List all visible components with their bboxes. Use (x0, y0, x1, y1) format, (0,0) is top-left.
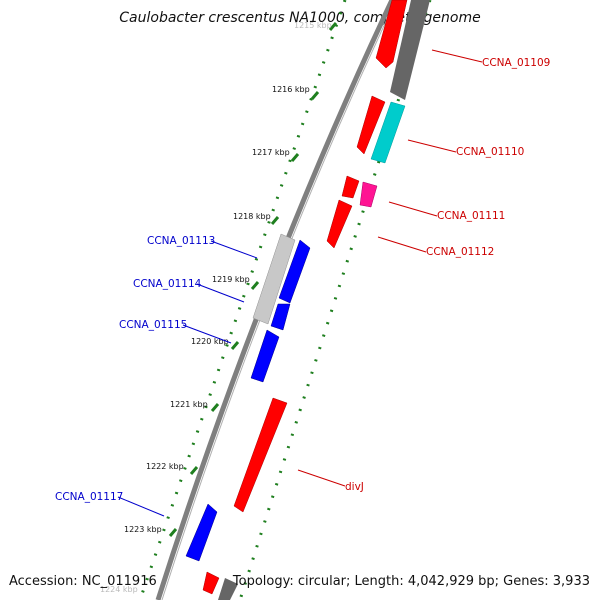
gene-label-divj: divJ (345, 481, 364, 493)
gene-label-ccna-01114: CCNA_01114 (133, 278, 202, 290)
gene-label-ccna-01117: CCNA_01117 (55, 491, 123, 503)
gene-cds-01111-pink (359, 181, 378, 208)
gene-cds-01110-cyan (370, 101, 406, 164)
accession-text: Accession: NC_011916 (9, 574, 157, 589)
ruler-track-outer (238, 0, 432, 600)
ruler-track-inner (138, 0, 347, 600)
gene-cds-divj-red (233, 397, 288, 513)
ruler-label-1215: 1215 kbp (294, 21, 332, 30)
gene-cds-01113-lightgray (252, 233, 296, 325)
gene-label-ccna-01113: CCNA_01113 (147, 235, 215, 247)
ruler-label-1220: 1220 kbp (191, 337, 229, 346)
ruler-label-1223: 1223 kbp (124, 525, 162, 534)
ruler-label-1219: 1219 kbp (212, 275, 250, 284)
genome-summary-text: Topology: circular; Length: 4,042,929 bp… (232, 574, 590, 589)
connector-ccna-01114 (196, 283, 245, 303)
ruler-label-1224: 1224 kbp (100, 585, 138, 594)
ruler-label-1218: 1218 kbp (233, 212, 271, 221)
gene-label-ccna-01112: CCNA_01112 (426, 246, 494, 258)
connector-ccna-01111 (388, 201, 438, 217)
gene-cds-top-red (375, 0, 408, 69)
gene-cds-top-gray (390, 0, 430, 100)
ruler-label-1221: 1221 kbp (170, 400, 208, 409)
connector-ccna-01112 (377, 236, 427, 253)
gene-label-ccna-01110: CCNA_01110 (456, 146, 524, 158)
connector-divj (297, 469, 346, 487)
gene-cds-01110-red (356, 95, 386, 155)
gene-cds-bottom-red (202, 571, 220, 595)
ruler-label-1217: 1217 kbp (252, 148, 290, 157)
gene-label-ccna-01115: CCNA_01115 (119, 319, 187, 331)
ruler-label-1222: 1222 kbp (146, 462, 184, 471)
gene-cds-01114-blue (270, 303, 291, 331)
connector-ccna-01117 (117, 496, 165, 517)
connector-ccna-01109 (431, 49, 483, 63)
ruler-label-1216: 1216 kbp (272, 85, 310, 94)
gene-label-ccna-01111: CCNA_01111 (437, 210, 505, 222)
connector-ccna-01115 (182, 324, 232, 344)
connector-ccna-01113 (210, 240, 258, 259)
gene-cds-01112-red (326, 199, 353, 249)
gene-label-ccna-01109: CCNA_01109 (482, 57, 550, 69)
gene-cds-01111-red (341, 175, 360, 199)
connector-ccna-01110 (407, 139, 457, 153)
gene-cds-bottom-gray (218, 578, 238, 600)
gene-cds-01115-blue (250, 329, 280, 383)
gene-cds-01117-blue (185, 503, 218, 562)
ruler-major-ticks (168, 22, 338, 537)
gene-cds-01113-blue (278, 239, 311, 304)
